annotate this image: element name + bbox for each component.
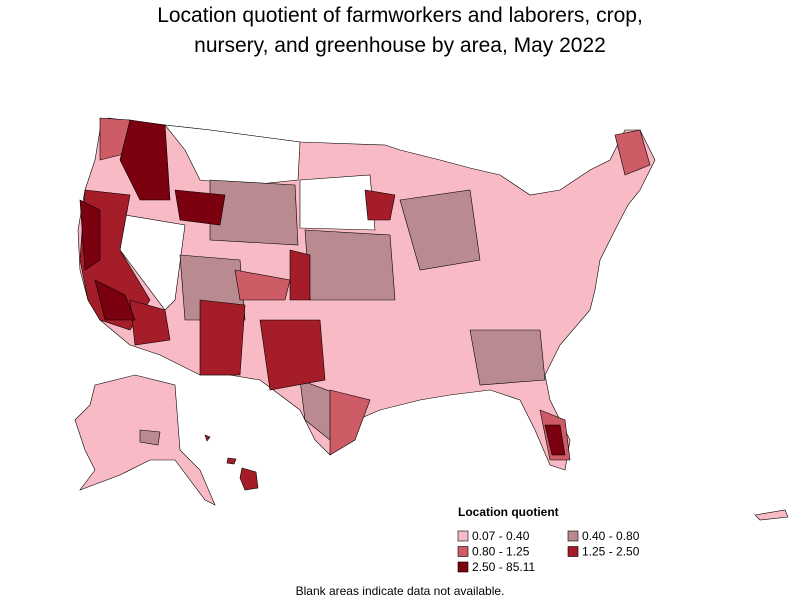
- legend-label: 0.40 - 0.80: [582, 529, 640, 543]
- legend-label: 2.50 - 85.11: [472, 560, 535, 574]
- region: [399, 189, 481, 271]
- region: [614, 129, 651, 176]
- region: [289, 249, 311, 301]
- footnote: Blank areas indicate data not available.: [296, 584, 505, 598]
- region: [174, 189, 226, 226]
- region: [94, 279, 136, 321]
- region: [329, 389, 371, 456]
- title-line: nursery, and greenhouse by area, May 202…: [194, 34, 606, 57]
- legend-swatch: [567, 546, 579, 557]
- region: [364, 189, 396, 221]
- legend-title: Location quotient: [458, 505, 559, 519]
- region: [304, 229, 396, 301]
- map: [74, 117, 789, 521]
- region: [209, 179, 299, 246]
- legend-swatch: [567, 530, 579, 542]
- region: [139, 429, 161, 446]
- legend-label: 0.07 - 0.40: [472, 529, 530, 543]
- region: [754, 509, 789, 521]
- region: [469, 329, 546, 386]
- legend-swatch: [457, 546, 469, 557]
- region: [129, 299, 171, 346]
- blank-area: [299, 174, 376, 231]
- legend: Location quotient 0.07 - 0.40 0.40 - 0.80…: [457, 505, 640, 574]
- region: [119, 119, 171, 201]
- region: [234, 269, 291, 301]
- region: [239, 467, 259, 491]
- region: [259, 319, 326, 391]
- legend-swatch: [457, 530, 469, 542]
- region: [204, 434, 211, 442]
- region: [79, 199, 101, 271]
- region: [544, 424, 566, 456]
- legend-swatch: [457, 561, 469, 573]
- blank-area: [164, 124, 301, 186]
- region: [226, 457, 237, 465]
- legend-label: 1.25 - 2.50: [582, 545, 640, 559]
- region: [199, 299, 246, 376]
- legend-label: 0.80 - 1.25: [472, 545, 530, 559]
- title-line: Location quotient of farmworkers and lab…: [157, 4, 643, 27]
